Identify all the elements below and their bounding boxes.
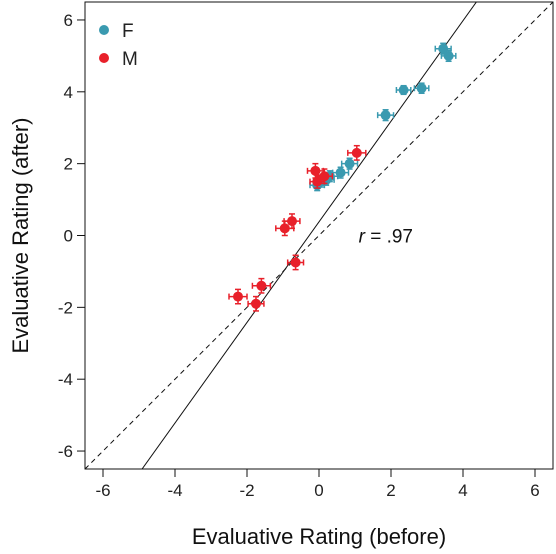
x-tick-label: 4 xyxy=(458,481,467,500)
marker-m xyxy=(312,176,323,187)
legend-marker-f xyxy=(99,25,109,35)
data-point-m xyxy=(275,220,295,237)
y-tick-label: -4 xyxy=(58,370,73,389)
data-point-m xyxy=(228,288,248,305)
marker-m xyxy=(233,291,243,302)
marker-m xyxy=(256,280,267,291)
marker-m xyxy=(287,216,297,227)
data-point-m xyxy=(347,144,367,161)
legend-label-m: M xyxy=(122,49,138,70)
marker-f xyxy=(344,158,355,169)
marker-m xyxy=(279,223,290,234)
x-tick-label: 2 xyxy=(386,481,395,500)
legend-marker-m xyxy=(99,53,109,63)
y-tick-label: -2 xyxy=(58,298,73,317)
x-axis-title: Evaluative Rating (before) xyxy=(192,524,446,549)
x-tick-label: -6 xyxy=(95,481,110,500)
marker-f xyxy=(443,50,454,61)
x-axis: -6 -4 -2 0 2 4 6 xyxy=(95,469,540,500)
y-axis-title: Evaluative Rating (after) xyxy=(8,118,33,354)
x-tick-label: -2 xyxy=(239,481,254,500)
marker-f xyxy=(380,110,391,121)
marker-m xyxy=(251,298,261,309)
data-point-f xyxy=(340,157,359,170)
x-tick-label: 6 xyxy=(530,481,539,500)
data-point-f xyxy=(395,84,412,96)
y-tick-label: 4 xyxy=(64,83,73,102)
data-point-m xyxy=(247,295,265,312)
data-point-m xyxy=(251,277,272,294)
marker-m xyxy=(290,257,301,268)
data-points xyxy=(228,42,457,312)
data-point-f xyxy=(440,49,457,63)
correlation-symbol: r xyxy=(359,227,366,248)
x-tick-label: 0 xyxy=(314,481,323,500)
data-point-m xyxy=(315,168,334,185)
identity-line xyxy=(85,2,553,469)
marker-m xyxy=(351,147,362,158)
y-tick-label: -6 xyxy=(58,442,73,461)
correlation-value: = .97 xyxy=(365,227,413,248)
data-point-f xyxy=(376,109,395,122)
reference-lines xyxy=(85,2,553,469)
legend-label-f: F xyxy=(122,21,134,42)
marker-m xyxy=(310,165,321,176)
correlation-annotation: r = .97 xyxy=(359,227,413,248)
y-tick-label: 0 xyxy=(64,227,73,246)
y-tick-label: 6 xyxy=(64,11,73,30)
marker-m xyxy=(319,171,330,182)
data-point-m xyxy=(286,254,305,271)
legend: FM xyxy=(99,21,138,70)
marker-f xyxy=(398,85,409,96)
y-tick-label: 2 xyxy=(64,155,73,174)
data-point-m xyxy=(309,174,326,189)
x-tick-label: -4 xyxy=(167,481,182,500)
marker-f xyxy=(416,83,427,94)
y-axis: -6 -4 -2 0 2 4 6 xyxy=(58,11,85,461)
data-point-f xyxy=(413,82,430,94)
regression-line xyxy=(141,2,477,469)
